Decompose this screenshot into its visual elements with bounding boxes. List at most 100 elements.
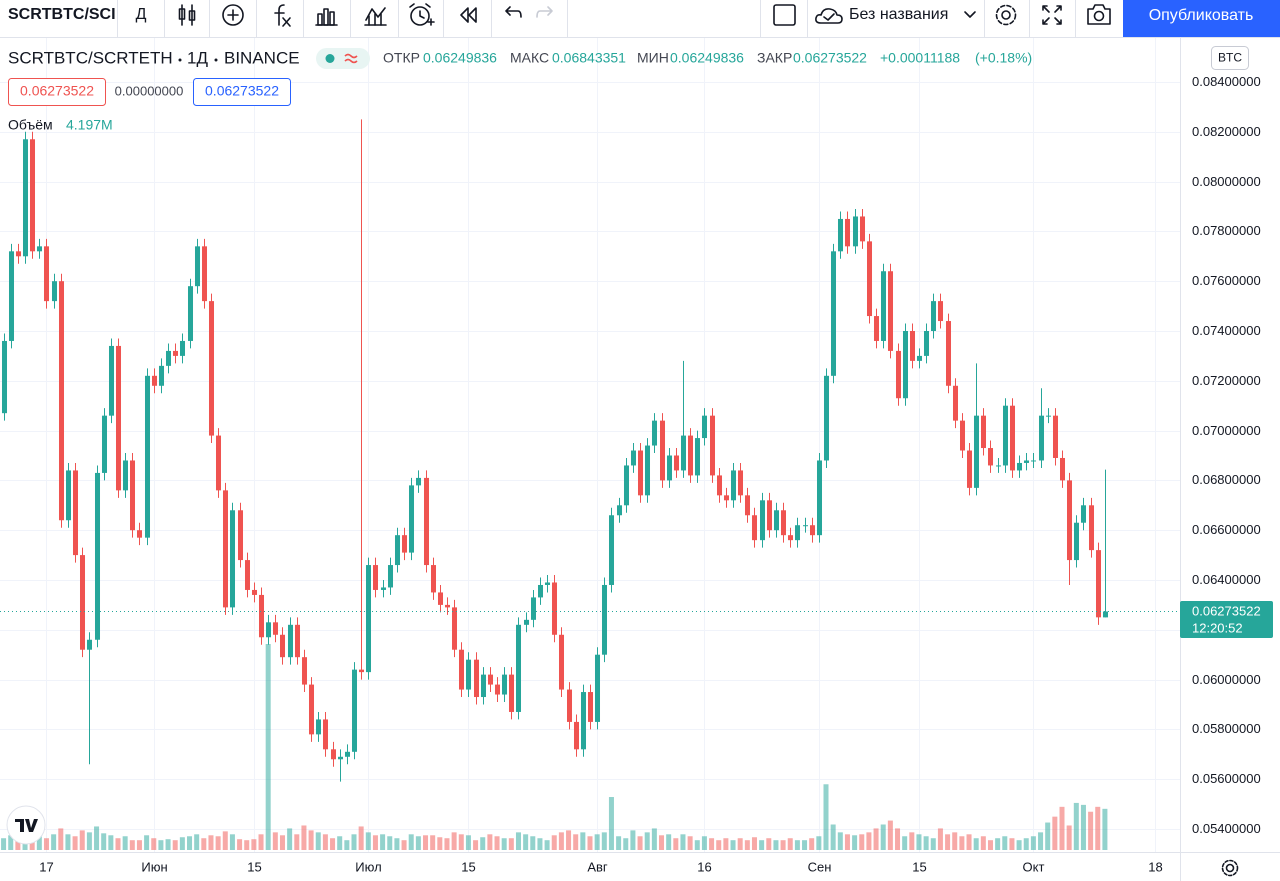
candle-body: [444, 604, 451, 608]
candle-body: [237, 510, 244, 561]
candle-body: [1102, 611, 1109, 618]
sell-box[interactable]: [8, 78, 106, 106]
compare-icon[interactable]: [222, 4, 244, 26]
volume-bar: [1023, 838, 1029, 850]
candle-body: [544, 582, 551, 585]
candle-body: [794, 525, 801, 541]
candle-body: [716, 475, 723, 496]
volume-bar: [229, 834, 235, 850]
undo-icon[interactable]: [505, 6, 522, 18]
templates-icon[interactable]: [364, 7, 387, 26]
layout-name[interactable]: Без названия: [849, 6, 948, 23]
volume-bar: [51, 834, 57, 850]
volume-bar: [1088, 811, 1094, 850]
volume-bar: [537, 838, 543, 850]
x-tick-label: Окт: [1023, 859, 1045, 874]
candle-body: [129, 460, 136, 531]
volume-bar: [15, 840, 21, 850]
y-tick-label: 0.07000000: [1192, 423, 1261, 438]
candle-body: [873, 316, 880, 341]
layout-icon[interactable]: [773, 4, 796, 26]
redo-icon[interactable]: [536, 6, 553, 18]
tv-logo[interactable]: [6, 805, 46, 845]
candle-body: [315, 719, 322, 735]
volume-bar: [115, 838, 121, 850]
volume-bar: [158, 840, 164, 850]
volume-bar: [916, 834, 922, 850]
symbol-search[interactable]: SCRTBTC/SCI: [8, 6, 116, 23]
candle-body: [594, 654, 601, 722]
candle-body: [415, 477, 422, 486]
interval-button[interactable]: Д: [136, 6, 147, 23]
volume-bar: [151, 838, 157, 850]
fullscreen-icon[interactable]: [1042, 5, 1062, 25]
volume-bar: [122, 836, 128, 850]
volume-bar: [86, 832, 92, 850]
buy-box[interactable]: [193, 78, 291, 106]
candle-body: [494, 684, 501, 695]
candle-body: [852, 216, 859, 247]
indicators-icon[interactable]: [274, 4, 291, 27]
separator-dot: [178, 58, 182, 62]
candle-body: [165, 350, 172, 366]
last-price-bg: [1180, 601, 1273, 638]
candle-body: [215, 435, 222, 491]
candle-body: [1009, 405, 1016, 471]
volume-bar: [680, 834, 686, 850]
candle-body: [65, 470, 72, 521]
publish-button[interactable]: [1123, 0, 1280, 37]
low-value: 0.06249836: [670, 50, 744, 66]
volume-bar: [508, 838, 514, 850]
candle-body: [473, 659, 480, 698]
alert-icon[interactable]: [409, 3, 435, 26]
snapshot-icon[interactable]: [1087, 4, 1111, 25]
currency-button[interactable]: [1211, 46, 1249, 70]
volume-value: 4.197M: [66, 117, 113, 133]
status-pill[interactable]: [316, 48, 370, 69]
buy-price[interactable]: 0.06273522: [205, 83, 279, 99]
caret-icon[interactable]: [964, 11, 976, 18]
financials-icon[interactable]: [315, 8, 338, 26]
candle-body: [802, 525, 809, 527]
candle-body: [465, 659, 472, 690]
chart-type-icon[interactable]: [178, 4, 196, 26]
currency-label[interactable]: BTC: [1218, 51, 1242, 65]
cloud-icon[interactable]: [815, 8, 843, 24]
candle-body: [423, 477, 430, 566]
countdown: 12:20:52: [1192, 620, 1243, 635]
y-tick-label: 0.07200000: [1192, 373, 1261, 388]
candle-body: [816, 460, 823, 536]
candle-body: [365, 565, 372, 673]
candle-body: [759, 500, 766, 541]
candle-body: [380, 587, 387, 590]
settings-icon[interactable]: [995, 4, 1017, 26]
volume-bar: [1, 838, 7, 850]
candle-body: [79, 555, 86, 650]
candle-body: [780, 510, 787, 536]
candle-body: [1059, 457, 1066, 481]
publish-label[interactable]: Опубликовать: [1149, 7, 1254, 24]
candle-body: [229, 510, 236, 608]
volume-bar: [494, 836, 500, 850]
candle-body: [258, 594, 265, 638]
volume-bar: [1080, 804, 1086, 850]
candle-body: [902, 330, 909, 399]
candle-body: [430, 565, 437, 593]
replay-icon[interactable]: [460, 7, 477, 23]
candle-body: [251, 589, 258, 595]
spread: 0.00000000: [115, 83, 184, 98]
sell-price[interactable]: 0.06273522: [20, 83, 94, 99]
candle-body: [830, 251, 837, 376]
candle-body: [880, 271, 887, 341]
candle-body: [1066, 480, 1073, 561]
logo-mark: [15, 819, 38, 832]
open-label: ОТКР: [383, 50, 420, 66]
candle-body: [637, 450, 644, 496]
volume-bar: [973, 838, 979, 850]
time-settings-icon[interactable]: [1221, 859, 1239, 877]
volume-bar: [94, 826, 100, 850]
volume-bar: [987, 840, 993, 850]
volume-bar: [387, 836, 393, 850]
volume-bar: [837, 832, 843, 850]
